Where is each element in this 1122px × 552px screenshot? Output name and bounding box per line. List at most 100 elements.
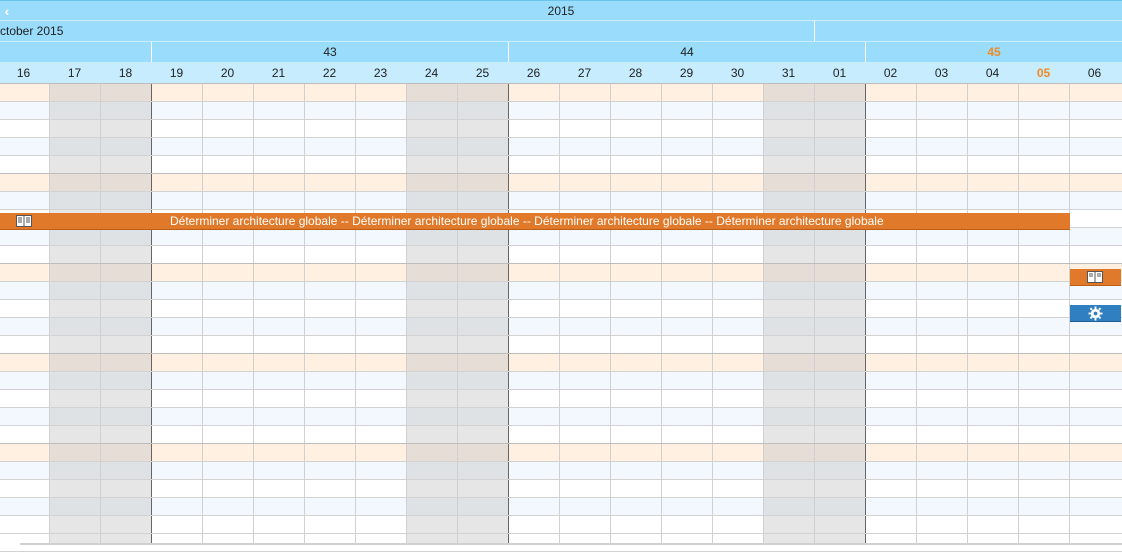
day-label: 20 xyxy=(220,66,235,80)
row-divider xyxy=(0,191,1122,192)
day-column xyxy=(100,84,151,543)
day-label: 02 xyxy=(883,66,898,80)
row-divider xyxy=(0,209,1122,210)
task-label: Déterminer architecture globale -- Déter… xyxy=(170,214,884,228)
day-label: 22 xyxy=(322,66,337,80)
row-divider xyxy=(0,389,1122,390)
grid-row xyxy=(0,282,1122,299)
day-label: 26 xyxy=(526,66,541,80)
timeline-grid[interactable] xyxy=(0,83,1122,552)
row-divider xyxy=(0,101,1122,102)
day-column xyxy=(814,84,865,543)
row-divider xyxy=(0,155,1122,156)
group-row xyxy=(0,174,1122,191)
row-divider xyxy=(0,425,1122,426)
week-cell-partial xyxy=(0,42,151,62)
group-row xyxy=(0,84,1122,101)
day-column xyxy=(457,84,508,543)
day-column xyxy=(1069,84,1120,543)
row-divider xyxy=(0,461,1122,462)
grid-row xyxy=(0,318,1122,335)
day-label: 24 xyxy=(424,66,439,80)
row-divider xyxy=(0,281,1122,282)
day-column xyxy=(1018,84,1069,543)
grid-row xyxy=(0,498,1122,515)
row-divider xyxy=(0,515,1122,516)
group-row xyxy=(0,444,1122,461)
grid-row xyxy=(0,408,1122,425)
day-column xyxy=(304,84,355,543)
day-column xyxy=(865,84,916,543)
day-column xyxy=(661,84,712,543)
day-label: 03 xyxy=(934,66,949,80)
chevron-left-icon[interactable]: ‹ xyxy=(4,3,10,19)
day-label: 25 xyxy=(475,66,490,80)
month-header: ctober 2015 xyxy=(0,21,1122,42)
day-column xyxy=(610,84,661,543)
row-divider xyxy=(0,173,1122,174)
day-label: 06 xyxy=(1087,66,1102,80)
day-column xyxy=(508,84,559,543)
day-label: 23 xyxy=(373,66,388,80)
day-label: 04 xyxy=(985,66,1000,80)
row-divider xyxy=(0,317,1122,318)
week-header: 43 44 45 xyxy=(0,42,1122,63)
day-column xyxy=(559,84,610,543)
day-column xyxy=(967,84,1018,543)
day-column xyxy=(49,84,100,543)
year-header: ‹ 2015 xyxy=(0,0,1122,21)
grid-row xyxy=(0,462,1122,479)
book-icon xyxy=(1087,271,1103,283)
day-label: 17 xyxy=(67,66,82,80)
row-divider xyxy=(0,335,1122,336)
gear-icon xyxy=(1088,306,1103,321)
horizontal-scrollbar[interactable] xyxy=(20,543,1122,545)
day-label: 01 xyxy=(832,66,847,80)
week-label: 43 xyxy=(151,42,508,62)
day-column xyxy=(763,84,814,543)
month-label: ctober 2015 xyxy=(0,21,815,41)
row-divider xyxy=(0,245,1122,246)
year-label: 2015 xyxy=(547,4,575,18)
row-divider xyxy=(0,371,1122,372)
milestone-gear-marker[interactable] xyxy=(1070,305,1121,322)
day-label: 19 xyxy=(169,66,184,80)
grid-row xyxy=(0,102,1122,119)
day-label: 30 xyxy=(730,66,745,80)
day-label: 31 xyxy=(781,66,796,80)
grid-row xyxy=(0,192,1122,209)
row-divider xyxy=(0,137,1122,138)
day-label: 05 xyxy=(1036,66,1051,80)
row-divider xyxy=(0,119,1122,120)
row-divider xyxy=(0,299,1122,300)
day-column xyxy=(202,84,253,543)
day-label: 18 xyxy=(118,66,133,80)
week-label: 45 xyxy=(865,42,1122,62)
day-column xyxy=(406,84,457,543)
row-divider xyxy=(0,407,1122,408)
grid-row xyxy=(0,228,1122,245)
day-column xyxy=(0,84,49,543)
milestone-task-marker[interactable] xyxy=(1070,269,1121,286)
day-column xyxy=(253,84,304,543)
week-label: 44 xyxy=(508,42,865,62)
day-label: 29 xyxy=(679,66,694,80)
row-divider xyxy=(0,353,1122,354)
day-column xyxy=(355,84,406,543)
task-bar[interactable]: Déterminer architecture globale -- Déter… xyxy=(0,213,1070,230)
day-label: 27 xyxy=(577,66,592,80)
day-column xyxy=(712,84,763,543)
day-header: 16 17 18 19 20 21 22 23 24 25 26 27 28 29 30 31 01 02 03 04… xyxy=(0,63,1122,84)
day-label: 28 xyxy=(628,66,643,80)
group-row xyxy=(0,264,1122,281)
row-divider xyxy=(0,263,1122,264)
group-row xyxy=(0,354,1122,371)
day-label: 21 xyxy=(271,66,286,80)
row-divider xyxy=(0,83,1122,84)
day-label: 16 xyxy=(16,66,31,80)
row-divider xyxy=(0,479,1122,480)
grid-row xyxy=(0,372,1122,389)
row-divider xyxy=(0,443,1122,444)
row-divider xyxy=(0,497,1122,498)
day-column xyxy=(151,84,202,543)
